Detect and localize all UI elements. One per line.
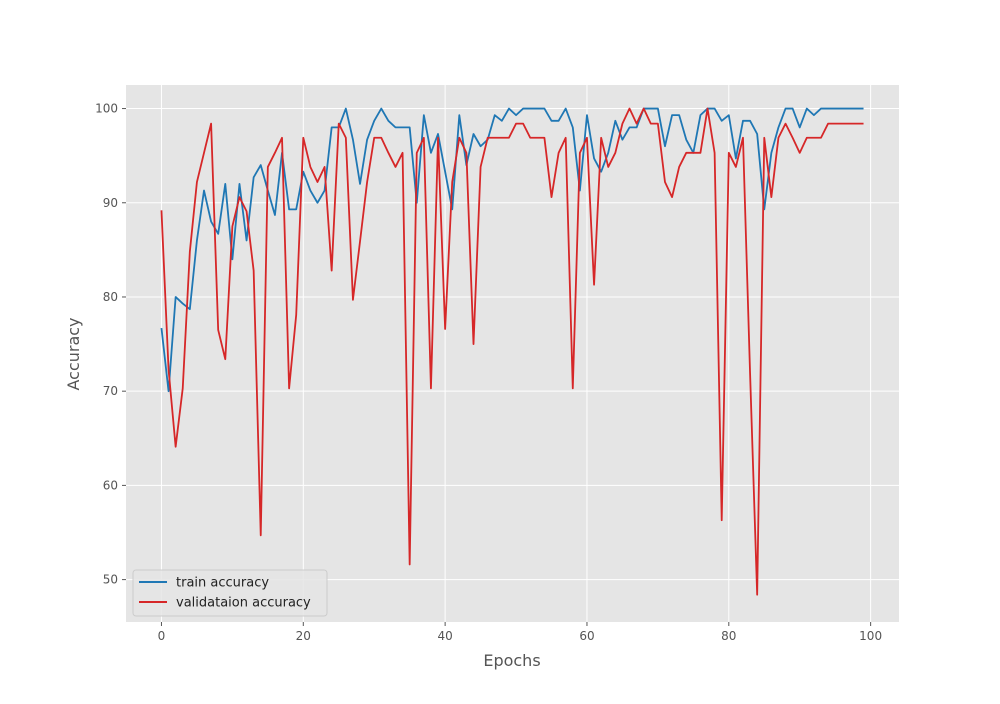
series-line-train-accuracy — [160, 107, 864, 393]
y-tick-label: 50 — [103, 573, 118, 587]
legend-label: validataion accuracy — [176, 596, 311, 611]
x-tick-label: 0 — [158, 629, 166, 643]
y-tick-label: 90 — [103, 196, 118, 210]
y-tick-label: 60 — [103, 478, 118, 492]
series-line-validation-accuracy — [160, 107, 864, 596]
y-axis-label: Accuracy — [64, 317, 83, 390]
plot-area — [126, 85, 899, 622]
x-tick-label: 20 — [296, 629, 311, 643]
x-tick-label: 80 — [721, 629, 736, 643]
x-tick-label: 40 — [437, 629, 452, 643]
axes: 0 20 40 60 80 100 50 60 70 80 90 100 — [95, 102, 882, 643]
x-axis-label: Epochs — [483, 651, 540, 670]
x-tick-label: 100 — [859, 629, 882, 643]
y-tick-label: 80 — [103, 290, 118, 304]
x-tick-label: 60 — [579, 629, 594, 643]
y-tick-label: 100 — [95, 102, 118, 116]
series-lines — [160, 107, 864, 596]
legend-label: train accuracy — [176, 576, 269, 591]
y-tick-label: 70 — [103, 384, 118, 398]
legend: train accuracy validataion accuracy — [132, 569, 328, 617]
plot-background — [126, 85, 899, 622]
legend-box — [132, 569, 328, 617]
